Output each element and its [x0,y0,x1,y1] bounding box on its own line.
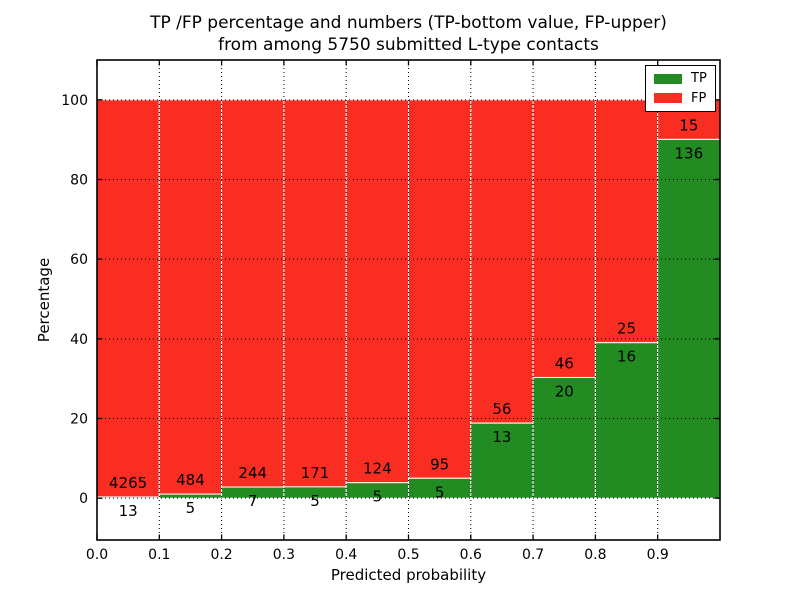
tp-count-label: 13 [492,428,511,446]
x-tick-label: 0.8 [584,547,606,563]
tp-count-label: 5 [435,483,445,501]
y-tick-label: 80 [70,173,88,189]
legend-label-tp: TP [691,71,707,87]
y-tick-label: 40 [70,332,88,348]
chart-title-line1: TP /FP percentage and numbers (TP-bottom… [150,13,667,33]
tp-count-label: 136 [675,144,704,162]
x-tick-label: 0.2 [210,547,232,563]
fp-count-label: 171 [301,464,330,482]
fp-count-label: 46 [555,354,574,372]
tp-count-label: 5 [186,499,196,517]
y-tick-label: 0 [79,491,88,507]
x-tick-label: 0.3 [273,547,295,563]
y-tick-label: 60 [70,252,88,268]
fp-bar-segment [594,99,659,344]
legend-label-fp: FP [691,90,707,106]
fp-bar-segment [532,99,596,378]
fp-count-label: 56 [492,400,511,418]
tp-bar-segment [158,493,223,499]
fp-bar-segment [408,99,472,479]
x-tick-label: 0.5 [397,547,419,563]
tp-count-label: 13 [119,502,138,520]
legend-item-fp: FP [654,92,707,105]
fp-bar-segment [345,99,410,484]
x-axis-label: Predicted probability [330,566,487,584]
tp-count-label: 16 [617,348,636,366]
fp-count-label: 4265 [109,474,147,492]
legend-item-tp: TP [654,72,707,85]
fp-bar-segment [283,99,347,488]
fp-bar-segment [221,99,285,488]
fp-count-label: 25 [617,320,636,338]
x-tick-label: 0.1 [148,547,170,563]
tp-legend-swatch-icon [654,73,682,84]
fp-legend-swatch-icon [654,93,682,104]
fp-count-label: 124 [363,460,392,478]
y-tick-label: 20 [70,412,88,428]
tp-count-label: 5 [373,488,383,506]
chart-title-line2: from among 5750 submitted L-type contact… [218,35,599,55]
x-tick-label: 0.6 [460,547,482,563]
y-tick-label: 100 [61,93,88,109]
tp-count-label: 7 [248,492,258,510]
fp-count-label: 484 [176,471,205,489]
fp-bar-segment [96,99,160,498]
tp-bar-segment [532,376,596,499]
legend: TP FP [645,65,716,112]
tp-bar-segment [594,342,659,499]
tp-count-label: 20 [555,382,574,400]
x-tick-label: 0.9 [647,547,669,563]
fp-count-label: 15 [679,116,698,134]
fp-count-label: 95 [430,455,449,473]
tp-bar-segment [657,138,721,499]
x-tick-label: 0.7 [522,547,544,563]
fp-count-label: 244 [238,464,267,482]
x-tick-label: 0.4 [335,547,357,563]
fp-bar-segment [158,99,223,495]
x-tick-label: 0.0 [86,547,108,563]
fp-bar-segment [470,99,534,424]
tp-count-label: 5 [310,492,320,510]
